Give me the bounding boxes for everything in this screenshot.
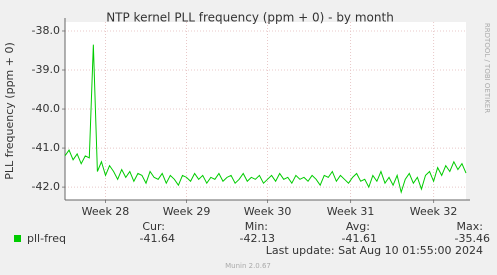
y-tick-label: -40.0 (32, 102, 60, 115)
y-tick-label: -39.0 (32, 63, 60, 76)
legend-swatch (14, 235, 21, 242)
stat-label: Min: (245, 220, 268, 233)
version: Munin 2.0.67 (225, 262, 271, 270)
y-tick-label: -42.0 (32, 180, 60, 193)
stat-label: Max: (457, 220, 483, 233)
plot: -38.0 -39.0 -40.0 -41.0 -42.0 Week 28 Week 29 W… (32, 18, 470, 218)
stat-value: -35.46 (455, 232, 490, 245)
legend-label: pll-freq (27, 232, 66, 245)
stat-value: -41.64 (140, 232, 175, 245)
watermark: RRDTOOL / TOBI OETIKER (483, 23, 491, 113)
last-update: Last update: Sat Aug 10 01:55:00 2024 (266, 244, 483, 257)
y-tick-label: -41.0 (32, 141, 60, 154)
stat-value: -42.13 (240, 232, 275, 245)
y-axis-label: PLL frequency (ppm + 0) (3, 42, 16, 180)
plot-area (65, 22, 466, 200)
chart-title: NTP kernel PLL frequency (ppm + 0) - by … (106, 11, 394, 25)
data-line (64, 44, 467, 195)
stat-label: Cur: (142, 220, 165, 233)
x-tick-label: Week 31 (327, 205, 375, 218)
x-tick-label: Week 29 (163, 205, 211, 218)
x-tick-label: Week 30 (244, 205, 292, 218)
x-tick-label: Week 32 (410, 205, 458, 218)
x-tick-label: Week 28 (82, 205, 130, 218)
y-tick-label: -38.0 (32, 24, 60, 37)
stat-label: Avg: (346, 220, 370, 233)
stat-value: -41.61 (342, 232, 377, 245)
